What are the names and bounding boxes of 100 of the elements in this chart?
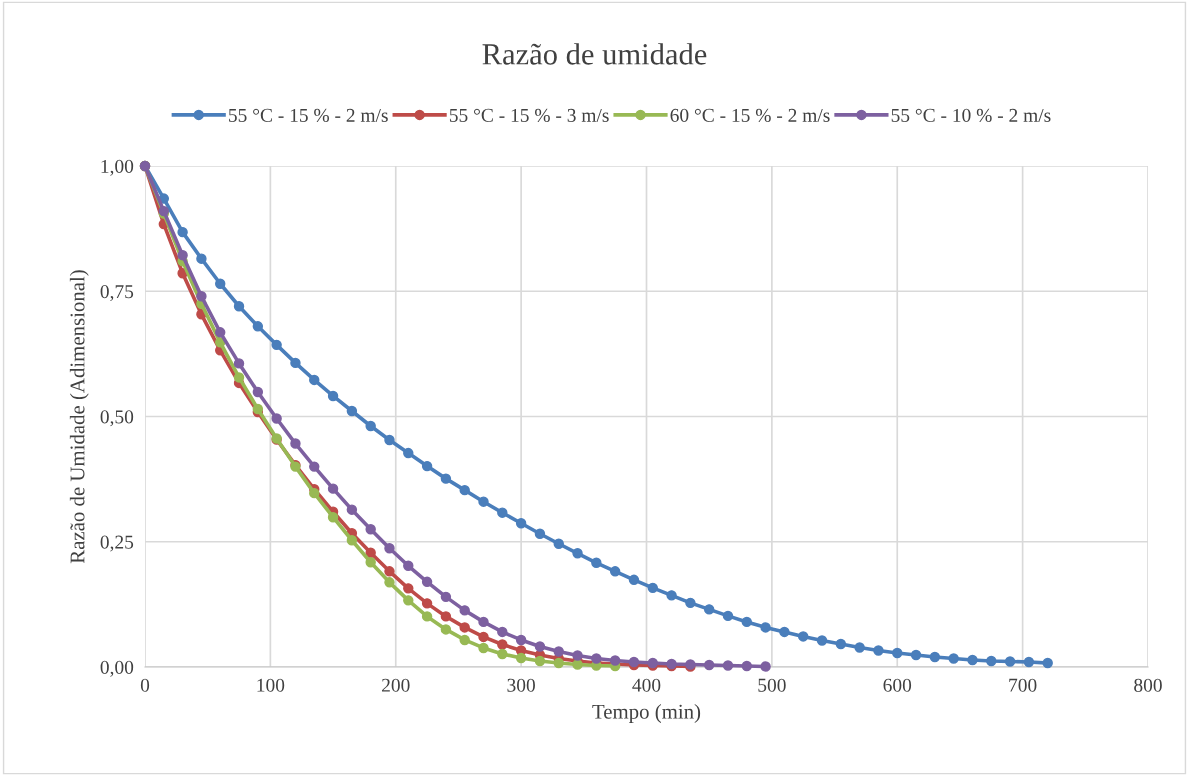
- x-tick-label: 500: [758, 678, 786, 692]
- point: [703, 604, 715, 615]
- point: [685, 597, 696, 609]
- point: [741, 660, 753, 672]
- legend-label: 55 °C - 15 % - 2 m/s: [229, 108, 388, 122]
- point: [948, 653, 959, 664]
- point: [459, 622, 470, 633]
- point: [421, 460, 433, 472]
- point: [703, 659, 715, 671]
- point: [722, 610, 734, 622]
- point: [478, 496, 489, 507]
- point: [515, 518, 527, 529]
- x-tick-label: 600: [883, 678, 912, 692]
- x-axis-title: Tempo (min): [592, 704, 701, 723]
- point: [722, 660, 734, 671]
- point: [892, 647, 903, 659]
- point: [591, 653, 602, 664]
- point: [177, 249, 188, 261]
- point: [346, 504, 358, 515]
- point: [929, 651, 941, 663]
- point: [798, 631, 809, 642]
- point: [271, 413, 282, 424]
- point: [403, 595, 414, 606]
- point: [365, 547, 376, 558]
- legend-label: 60 °C - 15 % - 2 m/s: [670, 108, 830, 122]
- point: [497, 626, 508, 638]
- point: [647, 582, 658, 594]
- point: [290, 438, 301, 449]
- point: [271, 339, 282, 351]
- point: [421, 598, 433, 609]
- point: [854, 642, 865, 653]
- point: [384, 543, 395, 554]
- point: [365, 524, 376, 535]
- point: [403, 583, 414, 594]
- point: [440, 611, 452, 622]
- point: [309, 461, 320, 472]
- point: [760, 622, 771, 633]
- point: [327, 483, 339, 494]
- point: [346, 535, 358, 546]
- point: [534, 641, 546, 652]
- point: [384, 577, 395, 588]
- legend-label: 55 °C - 10 % - 2 m/s: [891, 108, 1051, 122]
- point: [553, 657, 564, 669]
- point: [459, 605, 470, 616]
- point: [497, 507, 508, 518]
- chart-title: Razão de umidade: [482, 43, 707, 65]
- point: [177, 226, 188, 238]
- point: [365, 557, 376, 568]
- point: [252, 386, 264, 398]
- point: [233, 301, 245, 312]
- y-tick-label: 0,25: [100, 535, 134, 552]
- point: [478, 631, 489, 643]
- x-tick-label: 400: [632, 678, 661, 692]
- point: [816, 635, 828, 646]
- point: [572, 659, 583, 670]
- y-tick-label: 0,50: [100, 410, 134, 427]
- x-tick-label: 700: [1009, 678, 1037, 692]
- point: [534, 528, 546, 539]
- point: [572, 650, 583, 661]
- point: [384, 434, 395, 446]
- point: [327, 390, 339, 402]
- y-tick-label: 0,75: [100, 285, 134, 301]
- point: [215, 327, 226, 338]
- point: [835, 638, 847, 650]
- point: [534, 655, 546, 667]
- point: [553, 646, 564, 657]
- point: [591, 557, 602, 569]
- point: [403, 447, 414, 459]
- point: [628, 574, 640, 586]
- x-tick-label: 0: [140, 678, 150, 692]
- point: [609, 566, 621, 577]
- point: [478, 642, 489, 654]
- point: [233, 358, 245, 369]
- point: [403, 560, 414, 572]
- point: [440, 473, 452, 484]
- point: [327, 511, 339, 523]
- point: [666, 590, 677, 601]
- point: [986, 655, 997, 667]
- point: [515, 634, 527, 646]
- point: [346, 405, 358, 417]
- point: [440, 624, 452, 635]
- point: [1042, 657, 1053, 669]
- point: [309, 487, 320, 499]
- point: [196, 291, 207, 302]
- point: [252, 321, 264, 332]
- point: [1004, 656, 1016, 667]
- point: [779, 626, 790, 638]
- y-tick-label: 0,00: [100, 660, 134, 677]
- point: [384, 566, 395, 577]
- x-tick-label: 300: [507, 678, 535, 692]
- point: [233, 372, 245, 383]
- point: [478, 616, 489, 628]
- point: [553, 538, 564, 549]
- point: [290, 357, 301, 369]
- point: [873, 645, 884, 656]
- point: [421, 611, 433, 622]
- x-tick-label: 800: [1134, 678, 1162, 692]
- point: [515, 652, 527, 664]
- point: [741, 616, 753, 628]
- point: [967, 654, 978, 666]
